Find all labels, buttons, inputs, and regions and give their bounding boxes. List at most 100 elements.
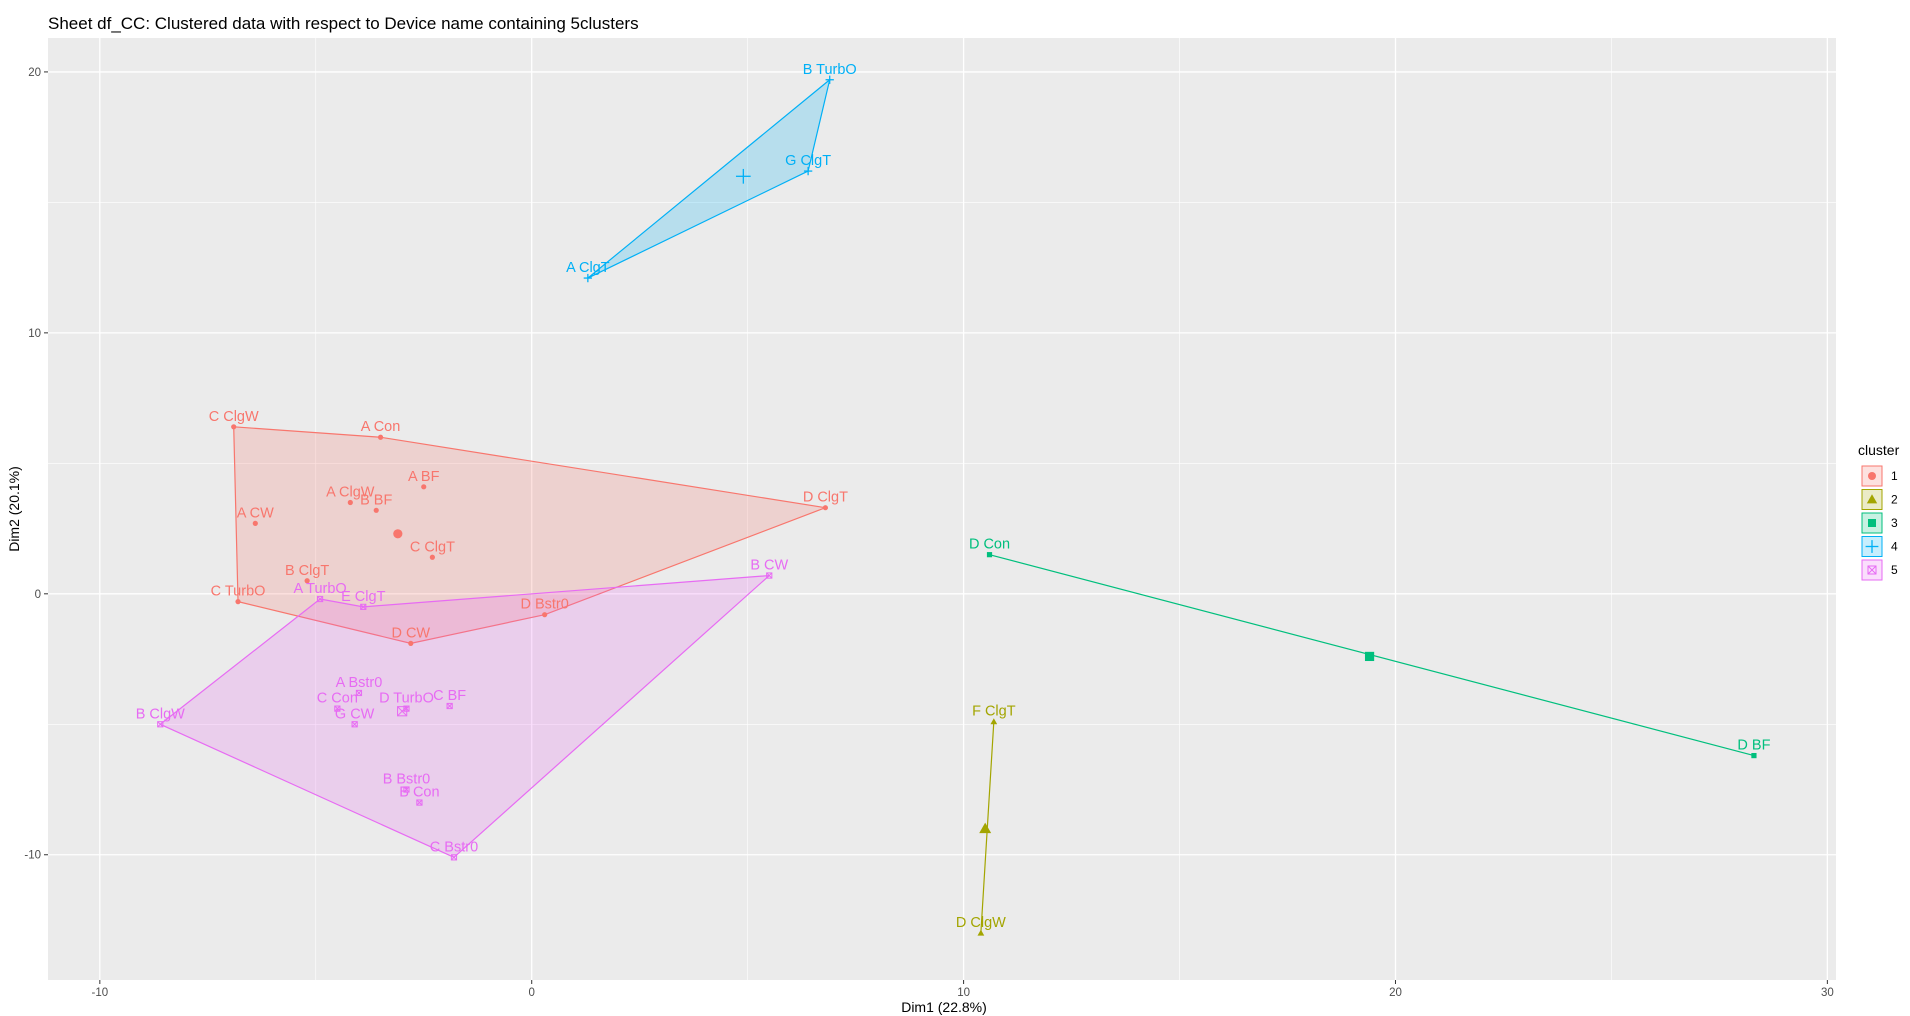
point-label: A Con [361, 419, 401, 435]
legend-key-marker [1868, 472, 1876, 480]
point-label: D CW [391, 625, 430, 641]
triangle-marker [1866, 494, 1878, 504]
data-point-cluster-5 [334, 705, 341, 712]
data-point-cluster-4 [825, 75, 834, 84]
point-label: D TurbO [379, 691, 434, 707]
data-point-cluster-1 [542, 612, 548, 618]
legend-key-marker [1868, 519, 1876, 527]
data-point-cluster-5 [450, 854, 458, 861]
square-cross-b [1867, 565, 1877, 575]
cluster-hull-5 [159, 574, 770, 858]
legend-key-4 [1861, 536, 1883, 557]
grid-lines [48, 38, 1836, 980]
point-label: D ClgW [956, 915, 1006, 931]
point-label: B BF [360, 492, 392, 508]
square-marker [1868, 519, 1876, 527]
square-cross-b [403, 786, 410, 793]
data-point-cluster-1 [231, 424, 237, 430]
cluster-centers [393, 168, 1375, 834]
legend-key-2 [1861, 489, 1883, 510]
x-axis-title: Dim1 (22.8%) [901, 999, 987, 1015]
data-point-cluster-3 [1751, 752, 1757, 759]
circle-marker [304, 578, 310, 584]
cluster-center-5 [397, 706, 408, 717]
point-label: A BF [408, 469, 440, 485]
data-point-cluster-2 [977, 929, 985, 936]
data-point-cluster-1 [373, 507, 379, 513]
data-point-cluster-4 [803, 166, 813, 176]
data-point-cluster-2 [990, 718, 998, 725]
square-cross-box [355, 689, 363, 697]
legend-label: 4 [1891, 540, 1898, 554]
legend: cluster 1 2 3 4 5 [1858, 442, 1900, 581]
data-point-cluster-5 [766, 572, 773, 579]
point-label: C BF [433, 688, 466, 704]
axis-ticks: -10 0 10 20 30 -10 0 10 20 [24, 67, 1833, 999]
point-label: B CW [750, 558, 788, 574]
x-tick-label: 30 [1821, 987, 1834, 999]
point-label: B Bstr0 [383, 772, 431, 788]
data-point-cluster-5 [157, 721, 164, 728]
data-point-cluster-1 [421, 484, 427, 490]
data-point-cluster-5 [355, 689, 363, 697]
circle-marker [373, 507, 379, 513]
point-label: A Bstr0 [336, 675, 383, 691]
point-label: A TurbO [293, 581, 346, 597]
square-marker [1364, 651, 1375, 662]
point-label: G ClgT [785, 153, 831, 169]
cluster-hulls [159, 79, 1755, 934]
square-cross-b [351, 721, 358, 728]
square-cross-box [403, 786, 410, 793]
data-point-cluster-5 [403, 786, 410, 793]
point-label: F ClgT [972, 704, 1016, 720]
y-axis-title: Dim2 (20.1%) [6, 466, 22, 552]
square-cross-b [360, 603, 367, 610]
point-label: A ClgW [326, 484, 375, 500]
point-label: B ClgW [136, 706, 185, 722]
data-point-cluster-1 [252, 520, 258, 526]
data-point-cluster-1 [429, 554, 435, 560]
legend-key-5 [1861, 559, 1883, 581]
data-point-cluster-5 [416, 799, 423, 806]
square-cross-b [451, 854, 457, 861]
legend-key-marker [1866, 494, 1878, 504]
legend-key-1 [1861, 465, 1883, 487]
legend-label: 3 [1891, 516, 1898, 530]
square-cross-box [360, 603, 367, 610]
square-cross-b [356, 690, 362, 696]
y-tick-label: 0 [35, 589, 41, 601]
circle-marker [377, 434, 384, 440]
legend-label: 5 [1891, 563, 1898, 577]
point-label: A ClgT [566, 260, 610, 276]
square-cross-box [397, 706, 408, 717]
point-label: B TurbO [803, 62, 857, 78]
legend-key-3 [1861, 512, 1883, 534]
circle-marker [421, 484, 427, 490]
square-cross-box [157, 721, 164, 728]
circle-marker [393, 529, 403, 539]
point-label: D Con [969, 537, 1010, 553]
point-label: C Con [317, 691, 358, 707]
point-label: E ClgT [341, 589, 385, 605]
legend-title: cluster [1858, 442, 1900, 458]
cluster-center-4 [735, 168, 751, 184]
point-label: B Con [399, 785, 439, 801]
legend-label: 1 [1891, 469, 1898, 483]
square-marker [1751, 752, 1757, 759]
cluster-hull-4 [587, 79, 831, 279]
point-label: C TurbO [211, 584, 266, 600]
square-cross-b [416, 799, 423, 806]
triangle-marker [977, 929, 985, 936]
point-label: D Bstr0 [520, 597, 568, 613]
circle-marker [235, 599, 241, 605]
data-point-cluster-1 [304, 578, 310, 584]
point-label: B ClgT [285, 563, 329, 579]
square-cross-box [416, 799, 423, 806]
square-cross-b [446, 703, 453, 709]
legend-key-marker [1867, 565, 1877, 575]
x-tick-label: 0 [529, 987, 535, 999]
square-cross-box [766, 572, 773, 579]
point-label: C Bstr0 [430, 839, 478, 855]
circle-marker [429, 554, 435, 560]
